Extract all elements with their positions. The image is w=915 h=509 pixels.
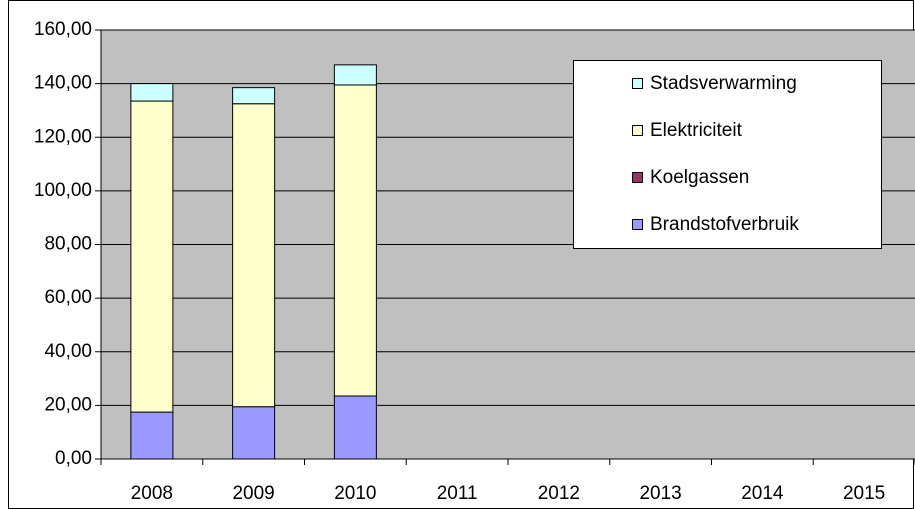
legend-swatch bbox=[632, 125, 643, 136]
x-tick-label: 2015 bbox=[843, 483, 885, 504]
bar-segment bbox=[130, 83, 174, 102]
y-tick-label: 80,00 bbox=[44, 234, 92, 255]
y-tick-label: 120,00 bbox=[34, 126, 92, 147]
bar-segment bbox=[232, 103, 276, 408]
bar-segment bbox=[333, 395, 377, 460]
legend-swatch bbox=[632, 78, 643, 89]
bar-segment bbox=[130, 411, 174, 460]
y-tick-label: 160,00 bbox=[34, 19, 92, 40]
y-tick-label: 100,00 bbox=[34, 180, 92, 201]
y-tick-label: 20,00 bbox=[44, 394, 92, 415]
legend-swatch bbox=[632, 172, 643, 183]
y-tick-label: 40,00 bbox=[44, 341, 92, 362]
y-tick-label: 0,00 bbox=[55, 448, 92, 469]
x-tick-label: 2009 bbox=[232, 483, 274, 504]
bar-segment bbox=[130, 100, 174, 413]
legend-swatch bbox=[632, 219, 643, 230]
legend: Stadsverwarming Elektriciteit Koelgassen Br… bbox=[573, 60, 882, 249]
y-tick-label: 60,00 bbox=[44, 287, 92, 308]
x-tick-label: 2012 bbox=[538, 483, 580, 504]
x-tick-label: 2011 bbox=[437, 483, 478, 504]
legend-label: Brandstofverbruik bbox=[650, 214, 799, 235]
x-tick-label: 2013 bbox=[639, 483, 681, 504]
legend-box bbox=[573, 60, 882, 249]
x-tick-label: 2008 bbox=[131, 483, 173, 504]
bar-segment bbox=[333, 84, 377, 397]
x-tick-label: 2010 bbox=[334, 483, 376, 504]
y-tick-label: 140,00 bbox=[34, 73, 92, 94]
legend-label: Koelgassen bbox=[650, 167, 749, 188]
bar-segment bbox=[232, 406, 276, 460]
legend-label: Stadsverwarming bbox=[650, 73, 797, 94]
bar-segment bbox=[333, 64, 377, 86]
bar-segment bbox=[232, 87, 276, 105]
x-tick-label: 2014 bbox=[741, 483, 784, 504]
legend-label: Elektriciteit bbox=[650, 120, 743, 141]
